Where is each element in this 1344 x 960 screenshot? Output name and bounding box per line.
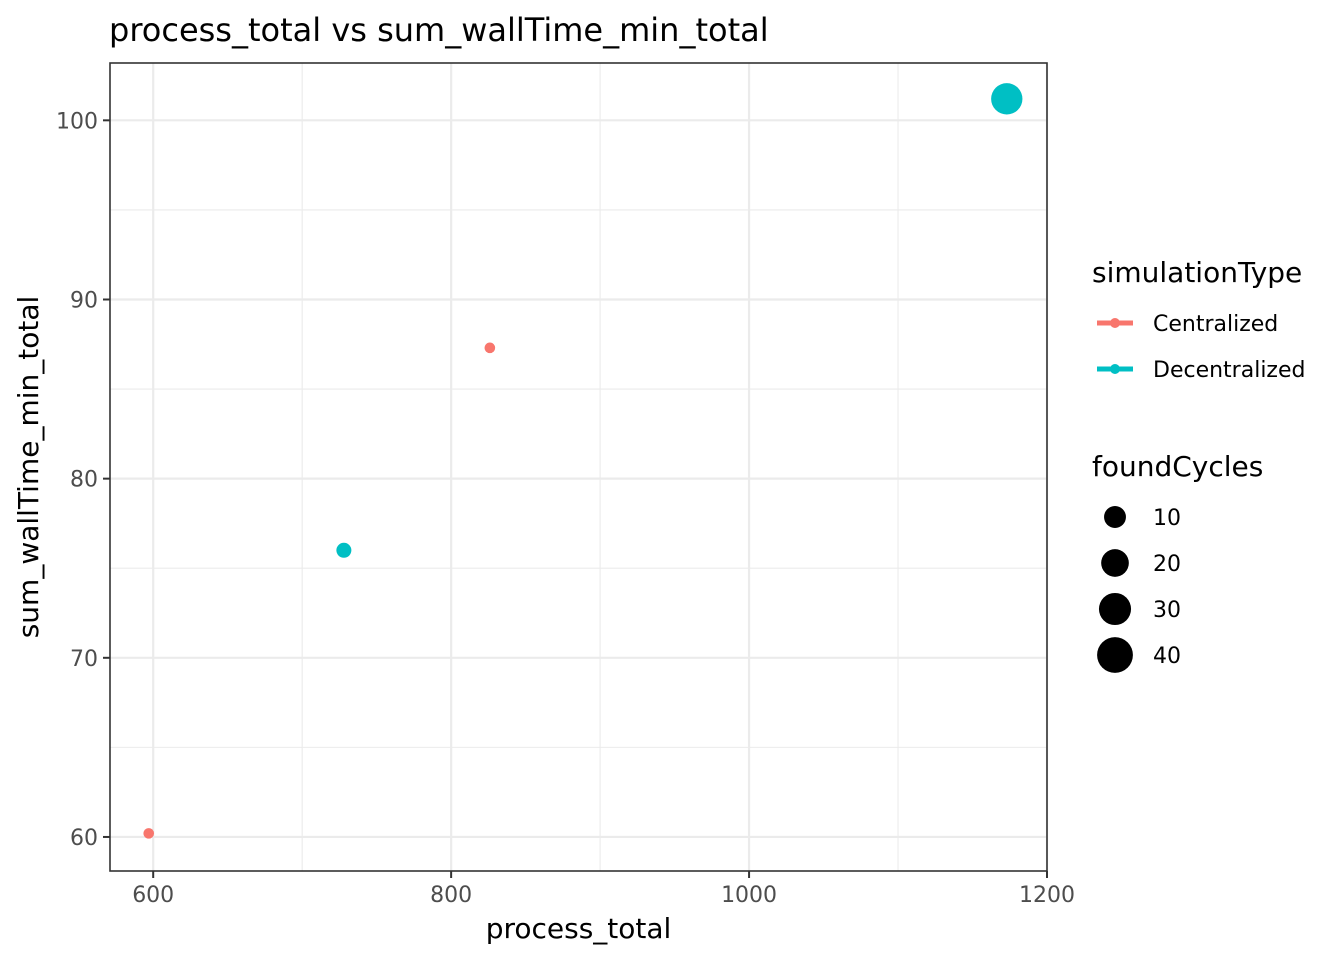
data-point-decentralized <box>336 542 352 558</box>
data-point-centralized <box>484 342 496 354</box>
y-tick-label: 70 <box>70 647 98 672</box>
color-legend: simulationType Centralized Decentralized <box>1092 256 1305 383</box>
size-legend-title: foundCycles <box>1092 450 1263 483</box>
data-point-decentralized <box>991 83 1023 115</box>
x-axis: 600 800 1000 1200 <box>132 871 1075 908</box>
legend-label: Decentralized <box>1153 358 1305 383</box>
panel-border <box>109 62 1048 872</box>
color-legend-title: simulationType <box>1092 256 1302 289</box>
legend-label: Centralized <box>1153 312 1278 337</box>
size-legend-label: 30 <box>1153 598 1181 623</box>
size-legend-key <box>1101 549 1129 577</box>
size-legend-key <box>1104 506 1126 528</box>
size-legend-key <box>1097 637 1133 673</box>
y-tick-label: 100 <box>56 109 98 134</box>
y-axis-title: sum_wallTime_min_total <box>12 296 45 639</box>
data-point-centralized <box>143 828 155 839</box>
size-legend: foundCycles 10 20 30 40 <box>1092 450 1263 673</box>
legend-key-point <box>1110 318 1120 328</box>
x-tick-label: 1200 <box>1019 883 1075 908</box>
x-tick-label: 600 <box>132 883 174 908</box>
grid-lines <box>110 63 1049 871</box>
x-tick-label: 800 <box>430 883 472 908</box>
data-points <box>143 83 1023 839</box>
y-axis: 60 70 80 90 100 <box>56 109 110 851</box>
y-tick-label: 80 <box>70 468 98 493</box>
size-legend-label: 10 <box>1153 506 1181 531</box>
y-tick-label: 90 <box>70 288 98 313</box>
y-tick-label: 60 <box>70 826 98 851</box>
size-legend-label: 20 <box>1153 552 1181 577</box>
chart-title: process_total vs sum_wallTime_min_total <box>109 11 769 49</box>
size-legend-key <box>1098 592 1132 626</box>
legend-key-point <box>1110 364 1120 374</box>
x-axis-title: process_total <box>486 912 672 945</box>
size-legend-label: 40 <box>1153 644 1181 669</box>
x-tick-label: 1000 <box>721 883 777 908</box>
